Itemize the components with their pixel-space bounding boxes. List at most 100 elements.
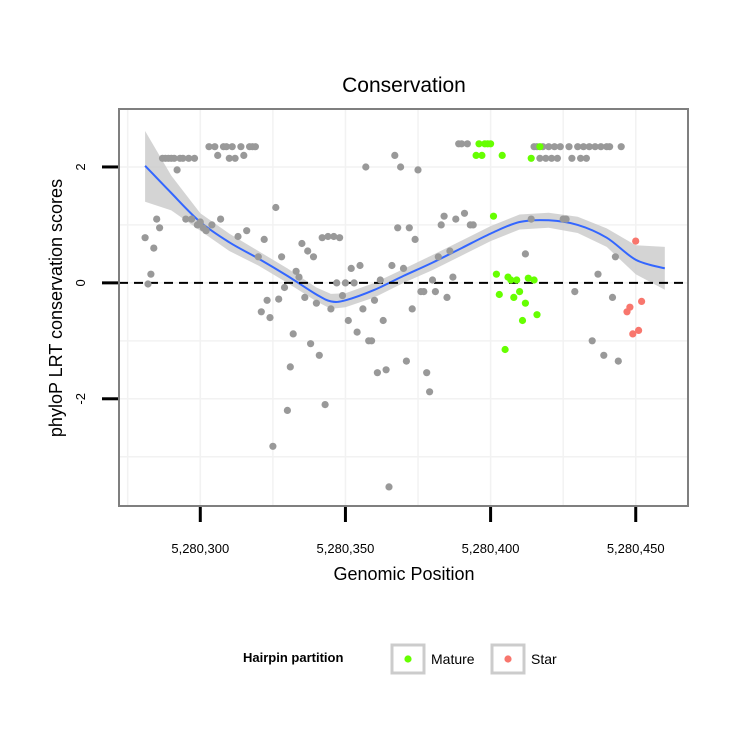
data-point-other xyxy=(565,143,573,151)
x-tick-label: 5,280,400 xyxy=(462,541,520,556)
data-point-other xyxy=(402,357,410,365)
data-point-mature xyxy=(475,140,483,148)
data-point-other xyxy=(353,328,361,336)
data-point-mature xyxy=(498,151,506,159)
data-point-mature xyxy=(495,290,503,299)
smooth-line-layer xyxy=(144,165,666,303)
data-point-other xyxy=(600,351,608,359)
data-point-other xyxy=(185,154,193,162)
data-point-other xyxy=(298,239,306,248)
data-point-other xyxy=(385,483,393,491)
data-point-mature xyxy=(527,154,535,162)
data-point-star xyxy=(638,297,646,305)
data-point-mature xyxy=(536,143,544,151)
data-point-other xyxy=(205,143,213,151)
data-point-mature xyxy=(524,274,532,282)
data-point-mature xyxy=(472,151,480,159)
data-point-other xyxy=(231,154,239,162)
data-point-other xyxy=(571,288,579,296)
data-point-other xyxy=(568,154,576,162)
data-point-other xyxy=(228,143,236,151)
data-point-other xyxy=(318,234,326,242)
data-point-other xyxy=(443,293,451,301)
legend-swatch-mature xyxy=(404,655,412,663)
data-point-other xyxy=(608,293,617,301)
data-point-other xyxy=(333,279,341,287)
data-point-mature xyxy=(487,140,495,148)
data-point-other xyxy=(222,143,230,151)
x-tick-label: 5,280,450 xyxy=(607,541,665,556)
data-point-other xyxy=(414,166,422,174)
data-point-other xyxy=(289,330,297,338)
data-point-other xyxy=(437,221,445,229)
data-point-other xyxy=(411,235,419,243)
data-point-other xyxy=(362,163,370,171)
confidence-ribbon xyxy=(145,131,665,309)
data-point-other xyxy=(240,151,248,159)
data-point-other xyxy=(292,267,300,275)
data-point-other xyxy=(301,293,309,301)
data-point-mature xyxy=(501,345,509,354)
data-point-other xyxy=(368,337,376,345)
plot-panel xyxy=(118,108,689,507)
data-point-other xyxy=(582,154,591,162)
data-point-other xyxy=(469,221,477,229)
data-point-other xyxy=(275,295,283,303)
panel-border xyxy=(118,108,689,507)
data-point-other xyxy=(278,253,286,261)
data-point-other xyxy=(327,305,335,313)
data-point-other xyxy=(295,273,303,281)
data-point-other xyxy=(312,299,320,307)
smooth-line xyxy=(144,165,666,303)
data-point-other xyxy=(591,143,599,151)
data-point-star xyxy=(632,237,640,245)
data-point-other xyxy=(356,261,364,270)
data-point-other xyxy=(144,280,152,288)
data-point-mature xyxy=(513,276,521,284)
data-point-other xyxy=(211,143,219,151)
data-point-other xyxy=(202,227,210,235)
data-point-other xyxy=(527,215,535,223)
legend-title: Hairpin partition xyxy=(243,650,343,665)
legend: Hairpin partition Mature Star xyxy=(243,643,557,675)
legend-label-mature: Mature xyxy=(431,651,475,667)
data-point-other xyxy=(614,357,622,365)
data-point-mature xyxy=(489,212,498,220)
x-tick-label: 5,280,350 xyxy=(317,541,375,556)
data-point-other xyxy=(606,143,614,151)
data-point-other xyxy=(562,215,570,223)
data-point-other xyxy=(234,232,242,241)
data-point-other xyxy=(617,143,625,151)
data-point-other xyxy=(594,270,602,278)
data-point-other xyxy=(257,308,265,316)
confidence-ribbon-layer xyxy=(145,131,665,309)
data-point-other xyxy=(217,215,225,223)
legend-entries: Mature Star xyxy=(390,643,557,675)
data-point-mature xyxy=(516,288,524,296)
data-point-other xyxy=(304,247,312,255)
data-point-other xyxy=(588,337,596,345)
data-point-other xyxy=(420,288,428,296)
data-point-other xyxy=(173,166,181,174)
data-point-other xyxy=(237,143,245,151)
data-point-mature xyxy=(518,316,527,325)
data-point-other xyxy=(556,143,564,151)
x-axis-title: Genomic Position xyxy=(333,564,474,584)
data-point-other xyxy=(153,215,161,223)
data-point-other xyxy=(156,224,164,232)
data-point-other xyxy=(399,264,408,272)
data-point-other xyxy=(150,244,158,252)
data-point-other xyxy=(408,305,416,313)
data-point-other xyxy=(263,296,271,304)
data-point-mature xyxy=(492,270,500,278)
chart-title: Conservation xyxy=(342,74,466,97)
data-point-other xyxy=(196,218,204,226)
data-point-other xyxy=(388,261,396,270)
data-point-other xyxy=(190,154,199,162)
data-point-other xyxy=(434,253,442,261)
data-point-other xyxy=(254,253,262,261)
data-point-other xyxy=(179,154,187,162)
data-points xyxy=(141,140,646,491)
data-point-other xyxy=(170,154,178,162)
data-point-mature xyxy=(478,151,486,159)
